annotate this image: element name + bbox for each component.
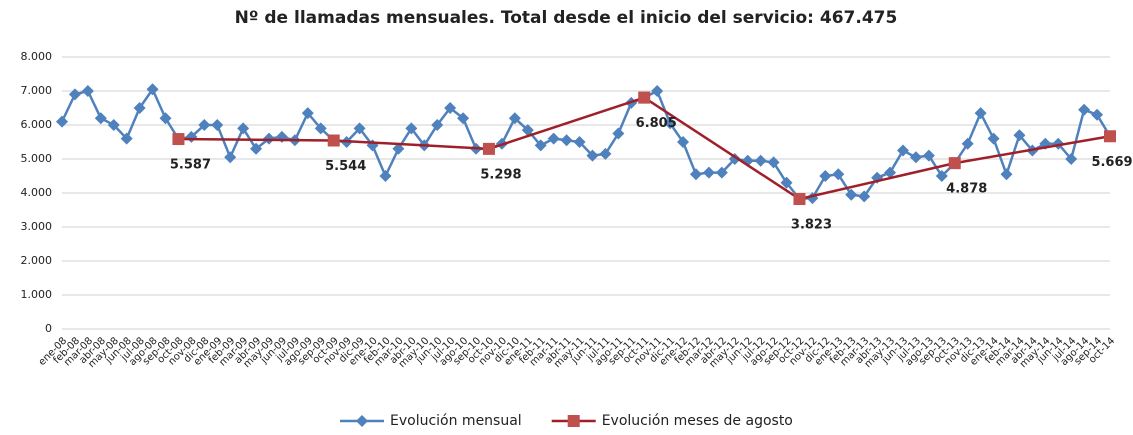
point [68,88,81,101]
point [521,124,534,137]
point [702,166,715,179]
point [133,102,146,114]
point [482,142,495,155]
point [1013,129,1026,142]
point [508,112,521,125]
point [832,168,845,181]
point [211,119,224,131]
point [560,134,573,147]
point [974,107,987,120]
point [547,132,560,145]
data-label: 3.823 [791,218,832,233]
point [353,122,366,135]
y-tick-label: 2.000 [21,254,53,267]
point [987,132,1000,145]
point [780,176,793,189]
point [94,112,107,125]
point [534,139,547,152]
point [146,83,159,96]
legend-label: Evolución mensual [390,413,522,429]
legend-marker [567,415,580,427]
point [172,133,185,146]
y-tick-label: 5.000 [21,152,53,165]
point [237,122,250,135]
y-tick-label: 6.000 [21,118,53,131]
point [198,119,211,131]
y-tick-label: 8.000 [21,50,53,63]
point [405,122,418,135]
point [754,154,767,167]
point [1065,153,1078,165]
point [858,190,871,203]
point [392,142,405,155]
point [1078,103,1091,116]
point [159,112,172,125]
point [677,136,690,148]
point [961,137,974,150]
y-tick-label: 7.000 [21,84,53,97]
y-tick-label: 3.000 [21,220,53,233]
data-label: 5.298 [480,167,521,182]
point [120,132,133,145]
point [573,136,586,148]
point [107,119,120,131]
point [431,119,444,131]
point [638,91,651,104]
point [1091,108,1104,121]
point [896,144,909,157]
chart-title: Nº de llamadas mensuales. Total desde el… [235,8,898,28]
point [444,102,457,114]
point [81,85,94,97]
point [922,149,935,162]
point [612,127,625,140]
legend-label: Evolución meses de agosto [602,413,793,429]
point [664,117,677,130]
point [301,107,314,120]
point [263,132,276,145]
data-label: 6.805 [636,116,677,131]
series-line [60,86,1112,201]
point [948,157,961,170]
y-tick-label: 1.000 [21,288,53,301]
data-label: 5.544 [325,159,366,174]
legend-marker [356,415,368,427]
point [909,151,922,164]
point [819,170,832,182]
point [793,193,806,206]
point [599,147,612,160]
y-tick-label: 4.000 [21,186,53,199]
point [767,156,780,169]
point [327,134,340,147]
point [457,112,470,125]
point [1000,168,1013,181]
point [935,170,948,182]
point [845,188,858,201]
point [651,85,664,97]
point [250,142,263,155]
point [56,115,68,128]
y-tick-label: 0 [45,322,52,335]
point [884,166,897,179]
data-label: 5.587 [170,158,211,173]
point [379,170,392,182]
point [314,122,327,135]
point [715,166,728,179]
point [224,151,237,164]
point [1104,130,1116,143]
data-label: 5.669 [1091,155,1132,170]
point [689,168,702,181]
point [586,149,599,162]
data-label: 4.878 [946,182,987,197]
